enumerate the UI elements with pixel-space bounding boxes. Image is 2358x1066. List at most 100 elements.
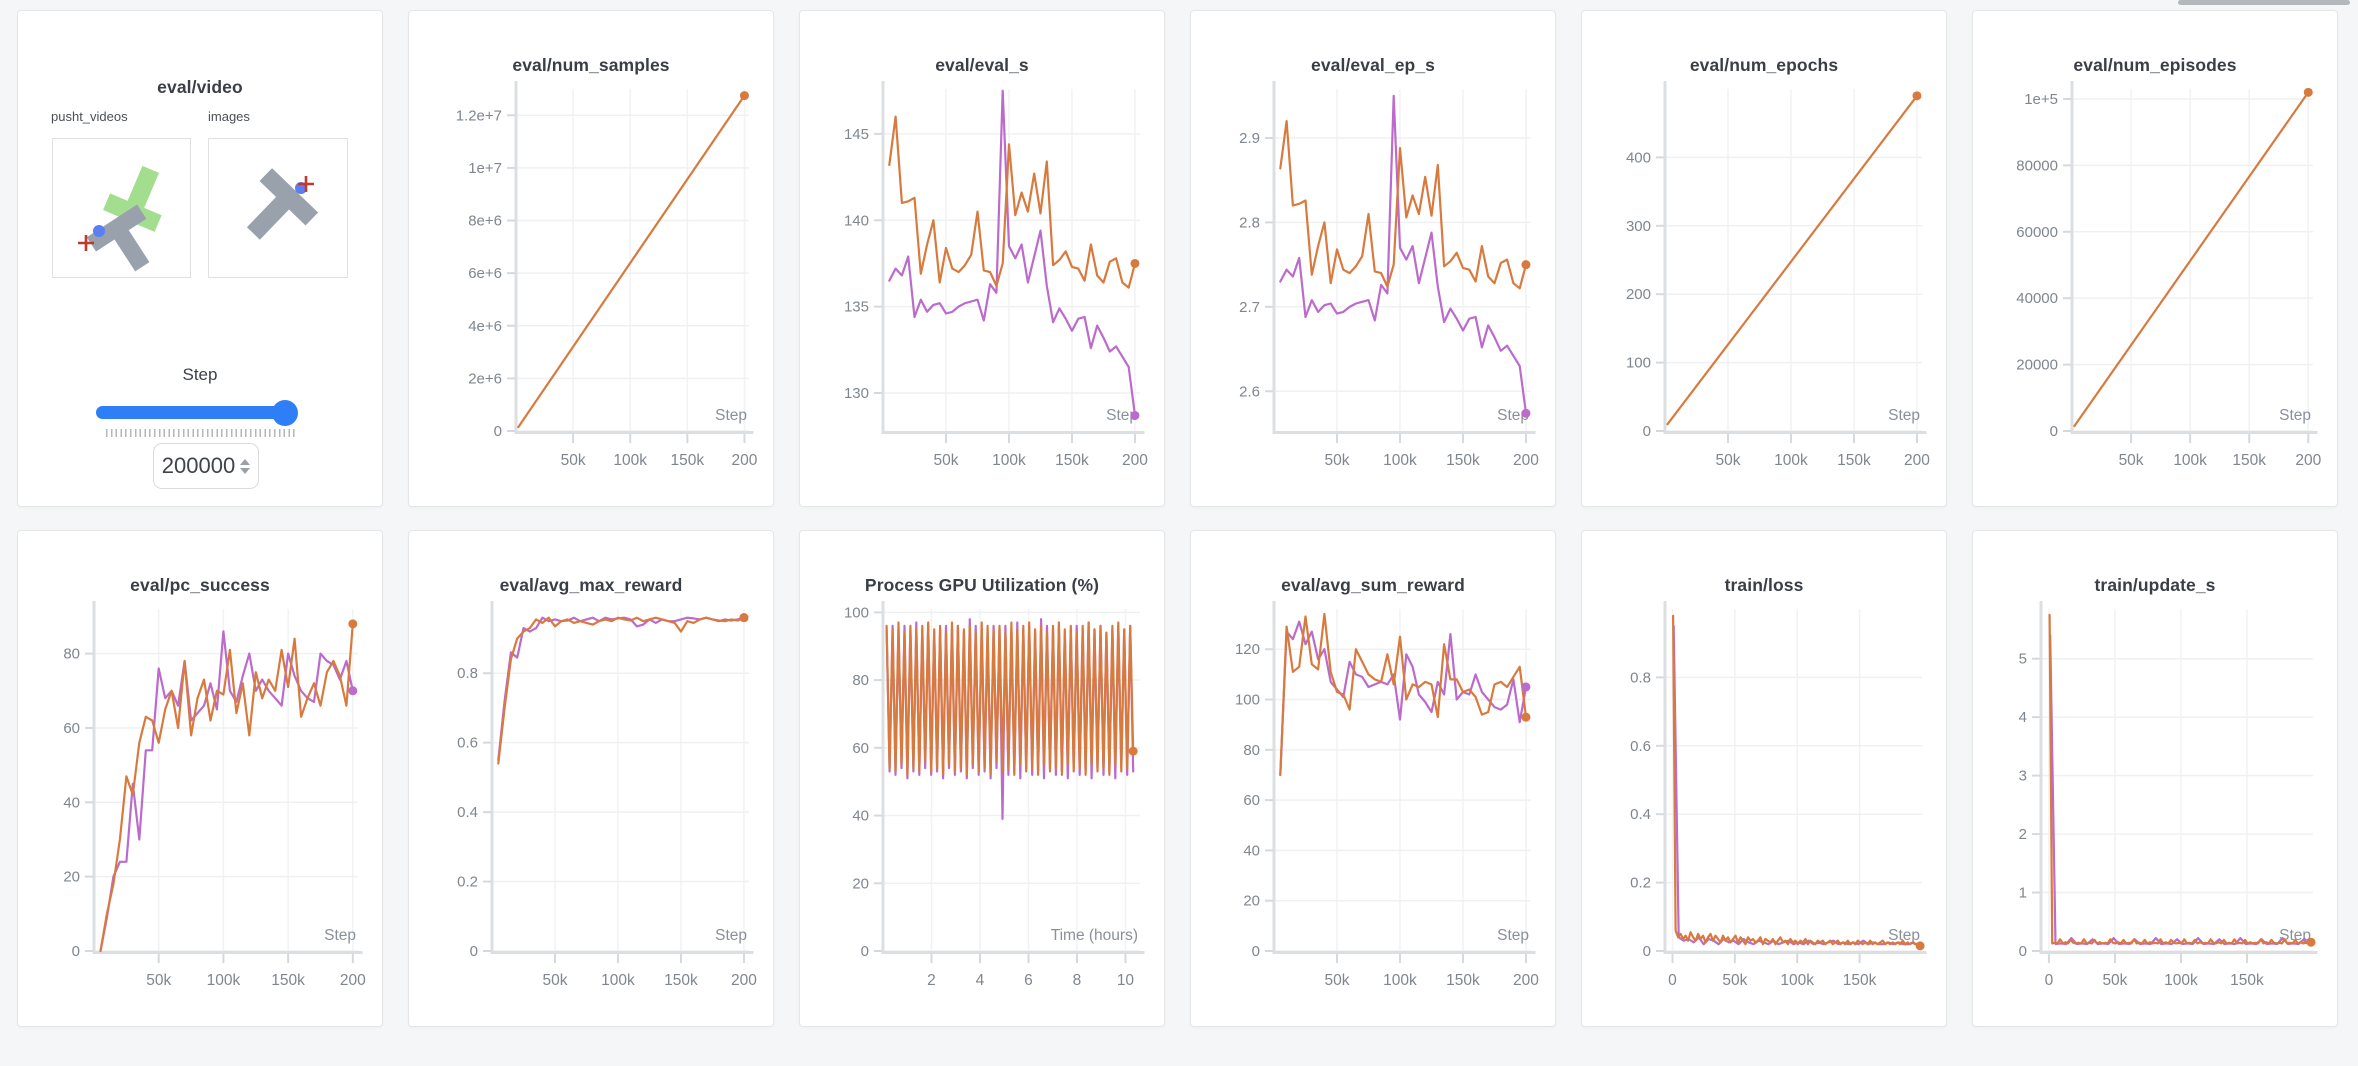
- line-chart[interactable]: 2.6 2.7 2.8 2.9 50k 100k 150k 200 Step: [1191, 11, 1556, 507]
- chart-title: eval/eval_ep_s: [1310, 55, 1435, 75]
- x-tick-label: 50k: [542, 972, 567, 989]
- x-tick-label: 150k: [1446, 972, 1480, 989]
- chart-title: eval/num_epochs: [1689, 55, 1839, 75]
- chart-title: Process GPU Utilization (%): [864, 575, 1100, 595]
- y-tick-label: 0: [470, 943, 478, 960]
- y-tick-label: 0.6: [1630, 738, 1651, 755]
- chart-title: eval/avg_max_reward: [499, 575, 683, 595]
- y-tick-label: 60000: [2016, 224, 2058, 241]
- series-end-dot-run-orange: [739, 613, 749, 623]
- y-tick-label: 60: [63, 720, 80, 737]
- horizontal-scrollbar[interactable]: [2178, 0, 2350, 5]
- x-axis-label: Step: [715, 927, 747, 944]
- y-tick-label: 120: [1235, 641, 1260, 658]
- line-chart[interactable]: 130 135 140 145 50k 100k 150k 200 Step: [800, 11, 1165, 507]
- y-tick-label: 2.8: [1239, 214, 1260, 231]
- y-tick-label: 60: [1243, 792, 1260, 809]
- y-tick-label: 300: [1626, 218, 1651, 235]
- target-cross-marker: [298, 176, 314, 192]
- x-tick-label: 150k: [1446, 452, 1480, 469]
- series-line-run-purple: [888, 89, 1137, 417]
- y-tick-label: 0: [861, 943, 869, 960]
- line-chart[interactable]: 0 20000 40000 60000 80000 1e+5 50k 100k 150k 200 S…: [1973, 11, 2338, 507]
- y-tick-label: 2.6: [1239, 383, 1260, 400]
- chart-title: eval/pc_success: [130, 575, 270, 595]
- chart-title: eval/eval_s: [935, 55, 1029, 75]
- y-tick-label: 0: [2019, 943, 2027, 960]
- pusht-env-render: [246, 168, 319, 240]
- x-tick-label: 100k: [1383, 452, 1417, 469]
- line-chart[interactable]: 0 20 40 60 80 100 2 4 6 8 10 Time (hours): [800, 531, 1165, 1027]
- y-tick-label: 2.9: [1239, 130, 1260, 147]
- chart-panel-eval-eval-s: eval/eval_s 130 135 140 145 50k 100k 150k 200 St…: [799, 10, 1165, 507]
- y-tick-label: 20000: [2016, 357, 2058, 374]
- x-tick-label: 4: [976, 972, 985, 989]
- chart-panel-eval-num-epochs: eval/num_epochs 0 100 200 300 400 50k 100k 150k…: [1581, 10, 1947, 507]
- decrement-icon[interactable]: [240, 467, 251, 474]
- video-thumbnail-pusht[interactable]: [52, 138, 191, 278]
- x-tick-label: 8: [1073, 972, 1082, 989]
- x-tick-label: 50k: [933, 452, 958, 469]
- line-chart[interactable]: 0 2e+6 4e+6 6e+6 8e+6 1e+7 1.2e+7 50k 100k 150k 20…: [409, 11, 774, 507]
- media-panel-eval-video: eval/video pusht_videos images: [17, 10, 383, 507]
- x-tick-label: 150k: [664, 972, 698, 989]
- step-slider-ruler: [106, 429, 298, 437]
- chart-title: eval/num_samples: [512, 55, 670, 75]
- media-key-label: images: [208, 109, 250, 124]
- line-chart[interactable]: 0 20 40 60 80 50k 100k 150k 200 Step: [18, 531, 383, 1027]
- y-tick-label: 0: [1643, 423, 1651, 440]
- series-line-run-orange: [517, 94, 746, 429]
- series-line-run-purple: [99, 630, 354, 953]
- x-tick-label: 150k: [2232, 452, 2266, 469]
- series-end-dot-run-orange: [1521, 712, 1531, 722]
- y-tick-label: 0: [1643, 943, 1651, 960]
- pusht-env-render: [78, 165, 162, 272]
- line-chart[interactable]: 0 100 200 300 400 50k 100k 150k 200 Step: [1582, 11, 1947, 507]
- y-tick-label: 400: [1626, 149, 1651, 166]
- x-tick-label: 50k: [146, 972, 171, 989]
- x-tick-label: 200: [1513, 452, 1539, 469]
- x-tick-label: 50k: [1722, 972, 1747, 989]
- chart-panel-eval-avg-max-reward: eval/avg_max_reward 0 0.2 0.4 0.6 0.8 50k 100k…: [408, 530, 774, 1027]
- x-tick-label: 50k: [561, 452, 586, 469]
- stepper-spinner: [240, 458, 251, 474]
- y-tick-label: 6e+6: [468, 265, 502, 282]
- line-chart[interactable]: 0 20 40 60 80 100 120 50k 100k 150k 200 Step: [1191, 531, 1556, 1027]
- x-tick-label: 100k: [207, 972, 241, 989]
- y-tick-label: 80: [852, 672, 869, 689]
- step-number-input[interactable]: 200000: [153, 443, 259, 489]
- x-tick-label: 100k: [2173, 452, 2207, 469]
- x-tick-label: 100k: [1383, 972, 1417, 989]
- step-slider-thumb[interactable]: [272, 399, 298, 426]
- chart-title: train/loss: [1724, 575, 1804, 595]
- y-tick-label: 100: [1235, 692, 1260, 709]
- y-tick-label: 80000: [2016, 157, 2058, 174]
- video-thumbnail-images[interactable]: [208, 138, 348, 278]
- y-tick-label: 2.7: [1239, 299, 1260, 316]
- line-chart[interactable]: 0 0.2 0.4 0.6 0.8 0 50k 100k 150k Step: [1582, 531, 1947, 1027]
- increment-icon[interactable]: [240, 458, 251, 465]
- series-line-run-purple: [497, 616, 746, 762]
- y-tick-label: 135: [844, 299, 869, 316]
- y-tick-label: 0.4: [1630, 806, 1651, 823]
- y-tick-label: 20: [1243, 893, 1260, 910]
- x-tick-label: 100k: [601, 972, 635, 989]
- line-chart[interactable]: 0 0.2 0.4 0.6 0.8 50k 100k 150k 200 Step: [409, 531, 774, 1027]
- x-tick-label: 50k: [2102, 972, 2127, 989]
- y-tick-label: 80: [1243, 742, 1260, 759]
- step-slider-label: Step: [182, 365, 218, 384]
- x-axis-label: Time (hours): [1051, 927, 1138, 944]
- series-line-run-orange: [885, 621, 1135, 776]
- x-axis-label: Step: [2279, 407, 2311, 424]
- step-value: 200000: [161, 453, 236, 478]
- x-tick-label: 2: [927, 972, 936, 989]
- series-end-dot-run-purple: [1130, 410, 1140, 420]
- series-end-dot-run-orange: [1130, 258, 1140, 268]
- x-tick-label: 200: [1513, 972, 1539, 989]
- y-tick-label: 40: [1243, 842, 1260, 859]
- x-axis-label: Step: [715, 407, 747, 424]
- step-slider-track[interactable]: [96, 399, 298, 426]
- y-tick-label: 0.8: [1630, 669, 1651, 686]
- x-tick-label: 200: [340, 972, 366, 989]
